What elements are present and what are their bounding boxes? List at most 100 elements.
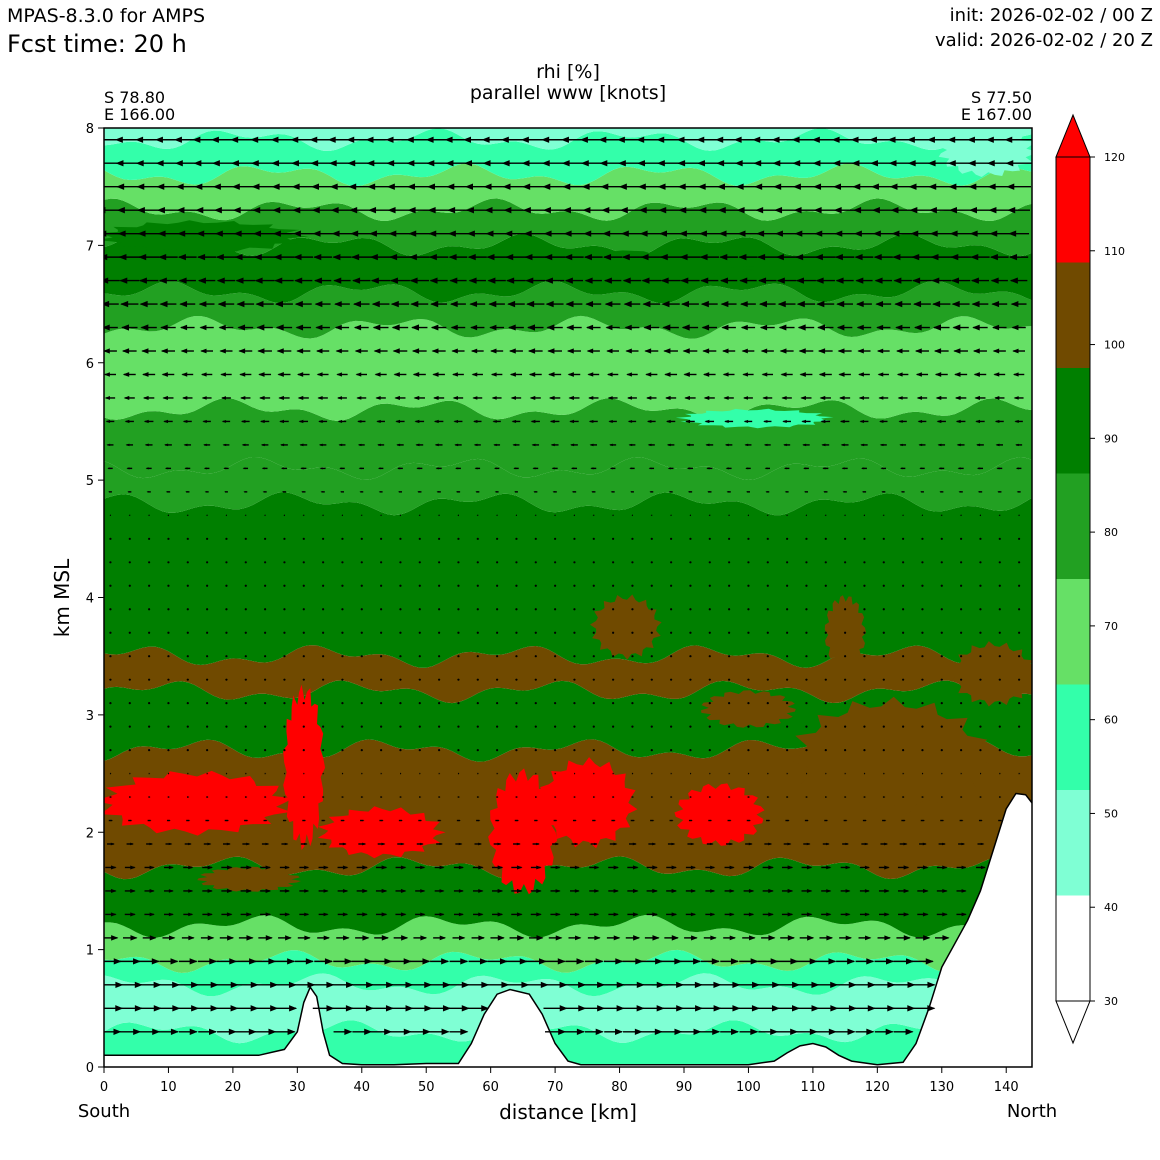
wind-vector <box>797 324 815 331</box>
wind-vector <box>525 277 546 284</box>
wind-vector <box>747 725 750 728</box>
rhi-patch <box>701 690 796 728</box>
wind-vector <box>705 865 716 870</box>
wind-vector <box>813 207 837 214</box>
x-tick-label: 110 <box>800 1080 825 1095</box>
wind-vector <box>508 348 523 354</box>
wind-vector <box>283 631 286 634</box>
wind-vector <box>627 865 639 870</box>
wind-vector <box>882 631 885 634</box>
wind-vector <box>678 207 702 214</box>
wind-vector <box>631 584 634 587</box>
valid-time: valid: 2026-02-02 / 20 Z <box>935 30 1153 51</box>
wind-vector <box>650 702 653 705</box>
wind-vector <box>976 443 984 447</box>
wind-vector <box>1015 443 1023 447</box>
wind-vector <box>119 958 142 965</box>
wind-vector <box>741 348 755 354</box>
wind-vector <box>612 561 615 564</box>
wind-vector <box>263 819 268 822</box>
wind-vector <box>341 702 344 705</box>
wind-vector <box>612 608 615 611</box>
wind-vector <box>295 324 312 331</box>
wind-vector <box>859 419 869 424</box>
wind-vector <box>667 467 674 470</box>
wind-vector <box>796 300 816 308</box>
wind-vector <box>158 277 178 284</box>
wind-vector <box>801 912 813 917</box>
wind-vector <box>491 865 504 870</box>
wind-vector <box>240 396 251 400</box>
wind-vector <box>533 491 538 493</box>
wind-vector <box>409 277 429 284</box>
wind-vector <box>148 725 151 728</box>
wind-vector <box>272 981 297 988</box>
wind-vector <box>360 584 363 587</box>
wind-vector <box>689 702 692 705</box>
wind-vector <box>438 725 441 728</box>
wind-vector <box>432 372 445 377</box>
wind-vector <box>377 842 386 846</box>
wind-vector <box>627 419 637 423</box>
wind-vector <box>879 443 887 447</box>
wind-vector <box>650 678 653 681</box>
wind-vector <box>496 702 499 705</box>
wind-vector <box>322 748 325 752</box>
wind-vector <box>164 889 174 893</box>
wind-vector <box>530 419 540 424</box>
wind-vector <box>824 537 827 540</box>
wind-vector <box>418 537 421 540</box>
wind-vector <box>823 491 828 493</box>
wind-vector <box>590 467 597 470</box>
wind-vector <box>933 348 949 354</box>
wind-vector <box>273 253 295 261</box>
wind-vector <box>221 865 233 870</box>
wind-vector <box>146 842 154 846</box>
wind-vector <box>960 561 963 564</box>
wind-vector <box>177 253 197 261</box>
wind-vector <box>182 419 192 424</box>
wind-vector <box>582 207 605 214</box>
wind-vector <box>783 842 792 846</box>
wind-vector <box>620 230 644 237</box>
wind-vector <box>728 748 731 752</box>
x-tick-label: 60 <box>482 1080 499 1095</box>
x-tick-label: 140 <box>994 1080 1019 1095</box>
wind-vector <box>698 1005 722 1012</box>
wind-vector <box>360 561 363 564</box>
terrain-line <box>104 792 1032 1066</box>
wind-vector <box>573 702 576 705</box>
wind-vector <box>882 655 885 658</box>
wind-vector <box>592 796 596 798</box>
wind-vector <box>801 419 811 424</box>
wind-vector <box>747 796 751 798</box>
wind-vector <box>380 678 383 681</box>
wind-vector <box>322 561 325 564</box>
wind-vector <box>554 796 557 798</box>
wind-vector <box>321 819 326 822</box>
wind-vector <box>545 300 564 308</box>
wind-vector <box>822 467 829 470</box>
wind-vector <box>512 443 520 447</box>
wind-vector <box>573 725 576 728</box>
wind-vector <box>530 888 542 893</box>
wind-vector <box>320 491 325 493</box>
wind-vector <box>476 748 479 752</box>
wind-vector <box>138 277 159 284</box>
wind-vector <box>314 301 331 308</box>
wind-vector <box>854 253 874 261</box>
wind-vector <box>272 1005 298 1012</box>
wind-vector <box>604 301 621 308</box>
wind-vector <box>256 324 273 331</box>
wind-vector <box>872 230 894 237</box>
wind-vector <box>457 584 460 587</box>
wind-vector <box>554 608 557 611</box>
wind-vector <box>264 748 267 752</box>
wind-vector <box>279 912 291 917</box>
wind-vector <box>717 207 740 214</box>
wind-vector <box>299 443 308 447</box>
wind-vector <box>178 1028 198 1035</box>
wind-vector <box>856 324 872 331</box>
wind-vector <box>341 608 344 611</box>
wind-vector <box>835 1028 856 1035</box>
